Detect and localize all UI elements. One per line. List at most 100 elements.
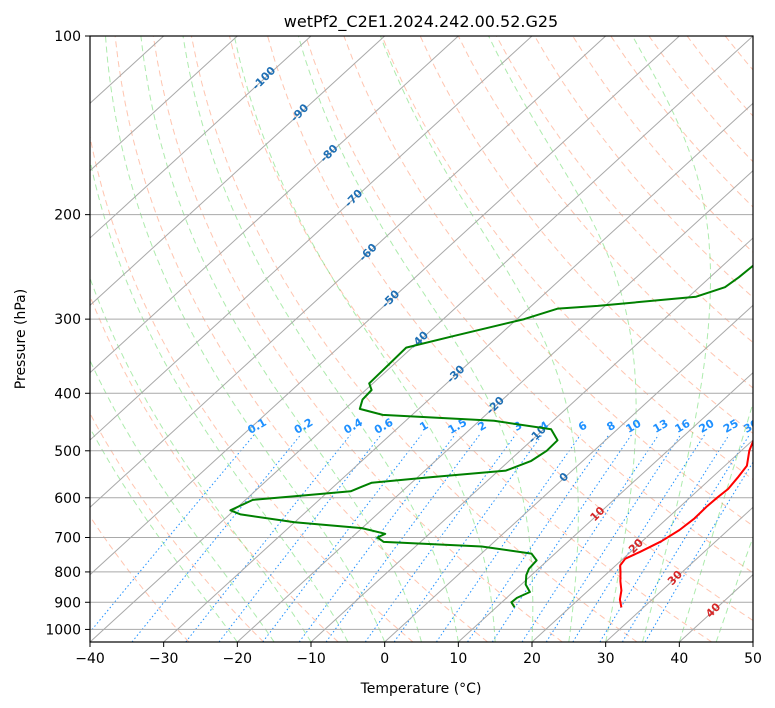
pressure-gridlines [90,36,753,630]
isotherms [90,36,753,642]
y-tick-label: 900 [54,595,81,611]
x-tick-label: 0 [380,651,389,667]
y-tick-label: 400 [54,386,81,402]
dry-adiabat-line [229,36,712,642]
temperature-profile-line [618,438,753,608]
isotherm-line [752,641,753,642]
mixing-ratio-line [599,434,730,642]
mixing-ratio-line [364,434,516,642]
mixing-ratio-line [435,434,582,642]
dewpoint-profile-line [229,264,753,608]
mixing-ratio-line [325,434,481,642]
dry-adiabat-line [724,36,753,71]
mixing-ratio-label: 0.4 [341,416,365,437]
isotherm-line [90,36,312,239]
x-tick-label: −10 [296,651,326,667]
isotherm-label: -100 [250,64,279,93]
mixing-ratio-line [262,434,422,642]
x-tick-label: −30 [149,651,179,667]
isotherm-line [90,36,680,576]
isotherm-line [531,439,753,642]
dry-adiabat-line [763,36,775,642]
x-tick-label: −40 [75,651,105,667]
mixing-ratio-label: 30 [741,417,761,436]
dry-adiabat-line [90,515,190,642]
moist-adiabat-line [182,36,459,642]
mixing-ratio-label: 0.2 [292,416,315,437]
dry-adiabat-line [190,36,638,642]
y-tick-label: 300 [54,312,81,328]
y-tick-label: 200 [54,208,81,224]
moist-adiabat-line [140,36,422,642]
dry-adiabat-line [457,36,753,389]
dry-adiabat-line [114,36,488,642]
dry-adiabat-line [381,36,753,481]
isotherm-line [310,237,753,642]
moist-adiabat-line [715,535,753,642]
dry-adiabat-line [152,36,563,642]
x-tick-label: 50 [744,651,762,667]
mixing-ratio-labels: 0.1 0.2 0.4 0.6 1 1.5 2 3 4 6 8 10 13 16 20 25 30 36 [245,416,775,437]
dry-adiabat-line [495,36,753,344]
mixing-ratio-label: 10 [624,417,644,436]
y-axis-ticks: 100 200 300 400 500 600 700 800 900 1000 [45,29,90,638]
y-tick-label: 100 [54,29,81,45]
dry-adiabat-line [686,36,753,117]
moist-adiabat-line [380,36,579,642]
isotherm-line [90,36,753,642]
isotherm-line [605,506,753,642]
mixing-ratio-label: 25 [721,417,741,436]
mixing-ratio-line [467,434,610,642]
y-tick-label: 600 [54,491,81,507]
moist-adiabat-line [90,276,312,642]
x-tick-label: −20 [223,651,253,667]
mixing-ratio-label: 1 [417,419,430,434]
dry-adiabat-line [90,294,339,642]
isotherm-line [90,36,533,441]
y-tick-label: 500 [54,444,81,460]
isotherm-line [90,36,459,374]
x-axis-title: Temperature (°C) [360,681,482,697]
x-tick-label: 30 [597,651,615,667]
moist-adiabat-line [90,359,275,642]
mixing-ratio-label: 36 [762,417,775,436]
moist-adiabat-line [678,401,753,642]
dry-adiabat-line [648,36,753,163]
mixing-ratio-label: 6 [576,419,589,434]
mixing-ratio-label: 0.1 [245,416,268,437]
y-tick-label: 800 [54,565,81,581]
dry-adiabat-line [343,36,753,527]
moist-adiabat-line [488,36,637,642]
plot-frame [89,35,754,643]
isotherm-line [384,304,753,642]
dry-adiabat-line [90,412,264,642]
dry-adiabat-line [419,36,753,435]
mixing-ratio-line [621,434,750,642]
isotherm-line [90,36,607,509]
moist-adiabats [90,36,753,642]
mixing-ratio-label: 20 [697,417,717,436]
y-tick-label: 700 [54,531,81,547]
mixing-ratio-lines [90,434,753,642]
x-tick-label: 10 [449,651,467,667]
mixing-ratio-line [90,434,255,633]
mixing-ratio-line [218,434,382,642]
moist-adiabat-line [90,427,238,642]
mixing-ratio-line [185,434,351,642]
chart-title: wetPf2_C2E1.2024.242.00.52.G25 [284,12,558,32]
moist-adiabat-line [90,157,349,642]
mixing-ratio-line [545,434,682,642]
x-tick-label: 40 [670,651,688,667]
isotherm-line [236,169,753,642]
moist-adiabat-line [233,36,496,642]
mixing-ratio-line [572,434,706,642]
mixing-ratio-line [491,434,632,642]
moist-adiabat-line [297,36,534,642]
y-axis-title: Pressure (hPa) [13,289,29,389]
isotherm-line [163,102,753,642]
moist-adiabat-line [632,36,711,642]
x-tick-label: 20 [523,651,541,667]
isotherm-line [90,36,238,172]
mixing-ratio-line [644,461,753,642]
